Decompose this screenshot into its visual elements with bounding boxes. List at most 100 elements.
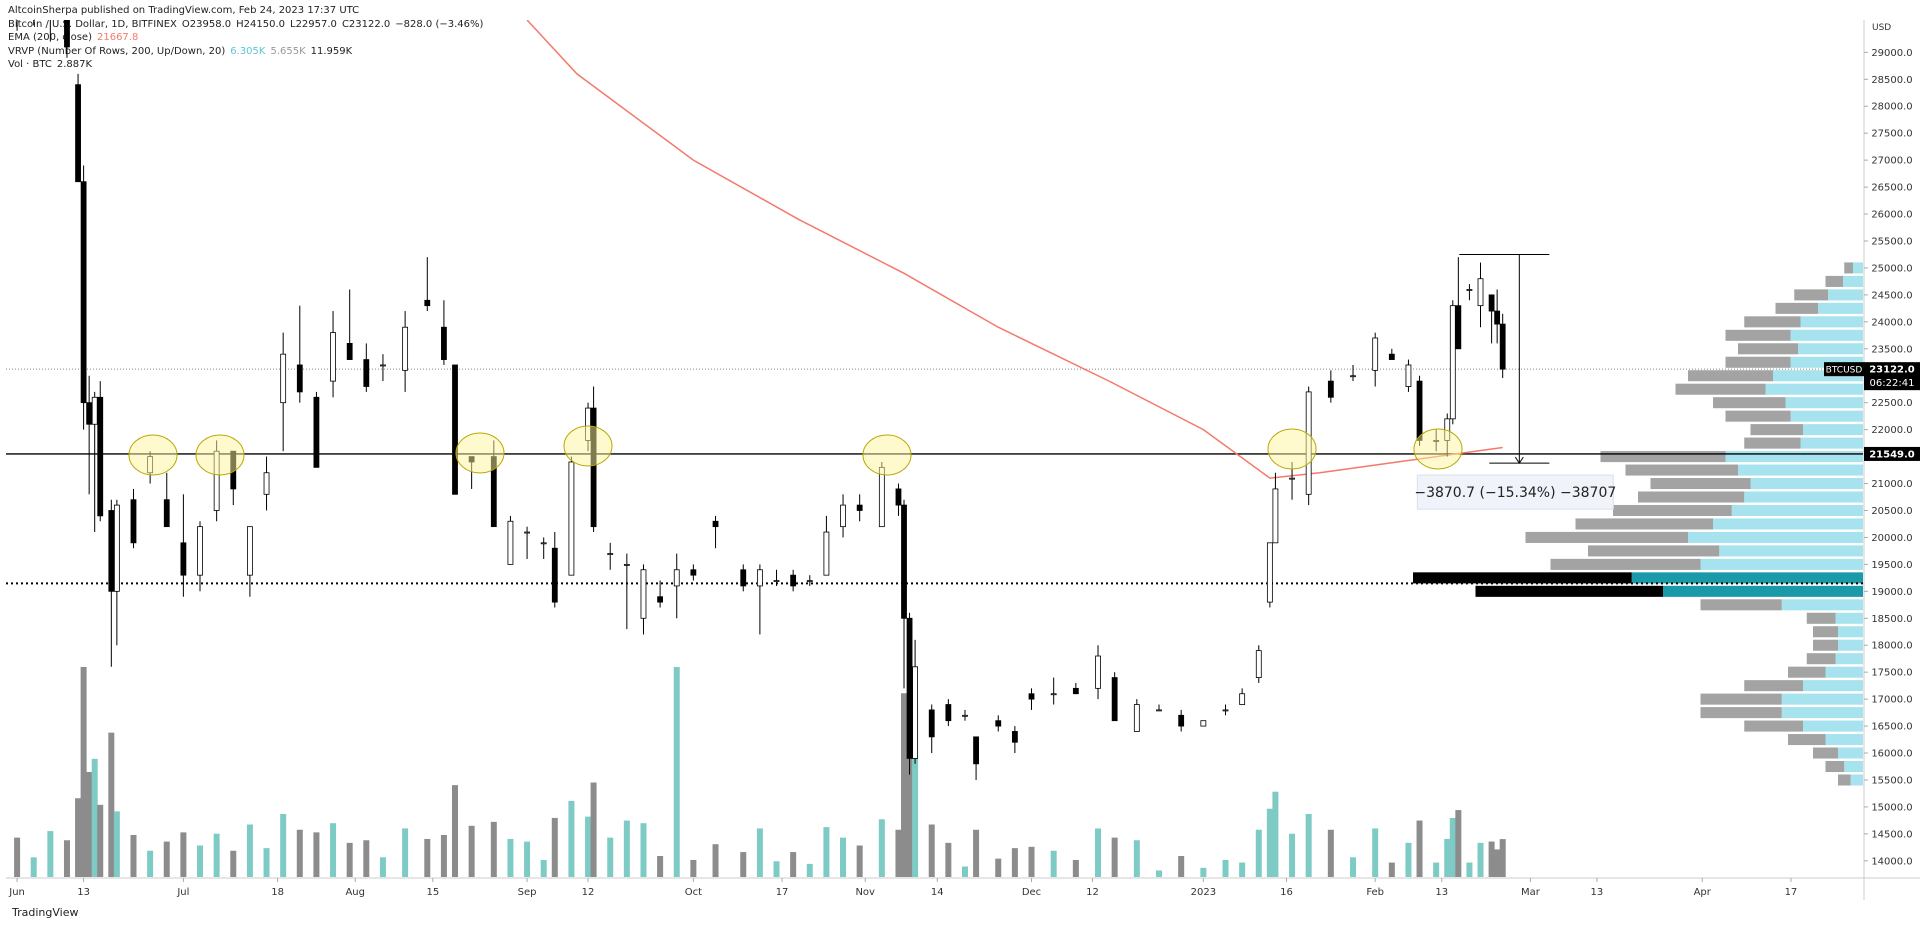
volume-bar <box>263 848 270 877</box>
profile-up <box>1750 478 1863 490</box>
volume-bar <box>823 827 830 877</box>
y-tick-label: 18000.0 <box>1871 641 1912 652</box>
y-tick-label: 16000.0 <box>1871 749 1912 760</box>
profile-up <box>1731 504 1863 517</box>
vrvp-label[interactable]: VRVP (Number Of Rows, 200, Up/Down, 20) <box>8 45 226 57</box>
profile-down <box>1813 626 1838 638</box>
volume-bar <box>657 856 664 877</box>
candle-body <box>607 553 614 556</box>
volume-bar <box>1289 833 1296 877</box>
last-badge <box>1864 362 1920 391</box>
profile-up <box>1835 653 1863 665</box>
volume-bar <box>346 842 353 877</box>
volume-bar <box>424 838 431 877</box>
volume-bar <box>330 823 337 877</box>
x-tick-label: Aug <box>345 887 365 898</box>
volume-bar <box>1488 841 1495 877</box>
vol-label[interactable]: Vol · BTC <box>8 59 52 70</box>
profile-down <box>1675 383 1766 395</box>
candle-body <box>1156 709 1162 712</box>
profile-up <box>1798 343 1863 355</box>
volume-bar <box>1266 808 1273 877</box>
volume-bar <box>1305 814 1312 877</box>
volume-bar <box>1239 862 1246 877</box>
y-tick-label: 20000.0 <box>1871 533 1912 544</box>
candle-body <box>1372 337 1379 371</box>
volume-bar <box>80 667 87 877</box>
profile-up <box>1700 558 1863 570</box>
publisher: AltcoinSherpa published on TradingView.c… <box>8 5 360 16</box>
ohlc: H24150.0 <box>236 18 285 30</box>
profile-down <box>1550 558 1701 570</box>
vol-row: Vol · BTC 2.887K <box>8 58 488 72</box>
profile-up <box>1800 437 1863 449</box>
volume-bar <box>1499 839 1506 877</box>
vol-value: 2.887K <box>56 59 93 70</box>
volume-bar <box>973 829 980 877</box>
vrvp-up: 6.305K <box>230 45 266 57</box>
volume-bar <box>878 819 885 877</box>
candle-body <box>1477 278 1484 307</box>
x-tick-label: 14 <box>931 887 944 898</box>
x-tick-label: Sep <box>518 887 537 898</box>
candle-body <box>296 364 303 393</box>
candle-body <box>113 504 120 592</box>
candle-body <box>1239 693 1246 705</box>
y-tick-label: 26000.0 <box>1871 210 1912 221</box>
profile-up <box>1828 289 1863 301</box>
candle-body <box>1222 709 1229 712</box>
candle-body <box>263 472 270 495</box>
x-tick-label: 13 <box>1591 887 1604 898</box>
profile-up <box>1790 329 1863 341</box>
profile-down <box>1806 612 1836 624</box>
y-tick-label: 15000.0 <box>1871 802 1912 813</box>
footer: TradingView <box>12 906 78 919</box>
volume-bar <box>1095 828 1102 877</box>
candle-body <box>551 547 558 603</box>
ohlc: O23958.0 <box>181 18 232 30</box>
annotations <box>128 425 1463 476</box>
profile-up <box>1790 410 1863 422</box>
candle-body <box>441 326 447 360</box>
volume-bar <box>14 837 21 877</box>
candle-body <box>380 364 386 367</box>
volume-bar <box>1028 846 1035 877</box>
measure-label: −3870.7 (−15.34%) −38707 <box>1414 485 1616 501</box>
x-tick-label: Dec <box>1022 887 1041 898</box>
volume-bar <box>1050 850 1057 877</box>
y-tick-label: 25000.0 <box>1871 263 1912 274</box>
candle-body <box>108 510 115 592</box>
candle-body <box>995 720 1002 727</box>
volume-bar <box>912 706 919 877</box>
volume-bar <box>1072 859 1079 877</box>
candle-body <box>507 520 514 565</box>
candle-body <box>1266 542 1273 603</box>
volume-bar <box>108 732 115 877</box>
candle-body <box>346 342 353 360</box>
highlight <box>1267 428 1317 470</box>
candle-body <box>15 0 20 9</box>
candle-body <box>247 526 253 576</box>
profile-down <box>1700 707 1782 719</box>
x-tick-label: Nov <box>855 887 875 898</box>
y-tick-label: 18500.0 <box>1871 614 1912 625</box>
volume-bar <box>379 857 386 877</box>
candle-body <box>524 531 530 534</box>
volume-bar <box>230 850 237 877</box>
profile-up <box>1843 275 1863 287</box>
candle-body <box>1327 380 1334 398</box>
volume-bar <box>1466 862 1473 877</box>
candle-body <box>80 181 87 404</box>
volume-bar <box>440 835 447 877</box>
volume-bar <box>197 845 204 877</box>
profile-down <box>1744 316 1801 328</box>
profile-down <box>1625 464 1738 476</box>
volume-bar <box>1178 856 1185 877</box>
x-tick-label: Jun <box>8 887 25 898</box>
profile-down <box>1838 774 1851 786</box>
profile-up <box>1803 424 1863 436</box>
profile-up <box>1835 612 1863 624</box>
level-label: 21549.0 <box>1869 449 1915 460</box>
profile-down <box>1725 329 1791 341</box>
symbol-label: BTCUSD <box>1826 366 1863 376</box>
